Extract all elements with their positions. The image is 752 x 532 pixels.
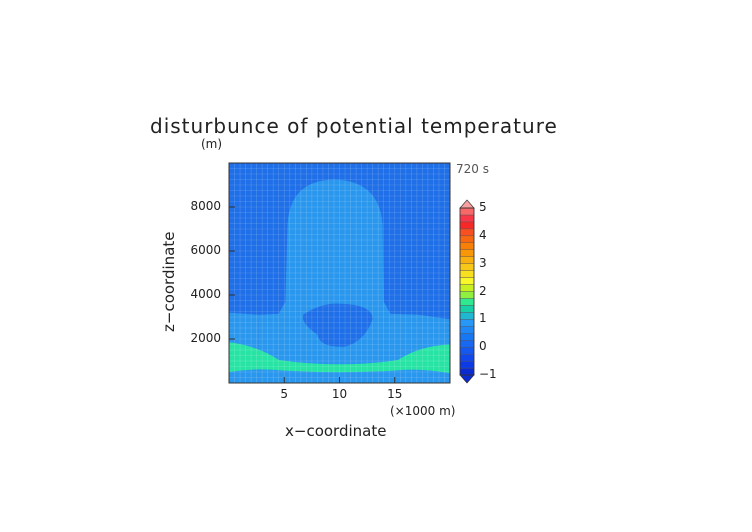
colorbar-level [459,346,475,355]
colorbar-level [459,221,475,230]
colorbar-level [459,284,475,292]
x-axis-label: x−coordinate [285,422,387,440]
y-tick-label: 6000 [190,243,221,257]
colorbar-level [459,340,475,348]
colorbar-level [459,270,475,278]
colorbar-level [459,235,475,243]
colorbar-level [459,360,475,369]
y-tick-label: 8000 [190,199,221,213]
colorbar-level [459,263,475,271]
colorbar-tick-label: 5 [479,200,487,214]
colorbar-level [459,353,475,362]
colorbar-tick-label: 3 [479,255,487,270]
colorbar-level [459,207,475,216]
colorbar-tick-label: 1 [479,311,487,326]
colorbar-frame [459,207,475,376]
colorbar-level [459,256,475,264]
colorbar-level [459,242,475,250]
y-tick-label: 4000 [190,287,221,301]
colorbar-level [459,277,475,285]
colorbar-level [459,312,475,320]
colorbar-level [459,298,475,306]
colorbar-level [459,249,475,257]
colorbar-tick-label: 2 [479,283,487,298]
x-tick-label: 15 [387,387,403,401]
region-surface-warm-layer [229,342,450,374]
colorbar-level [459,305,475,313]
colorbar-max-arrow [459,199,475,209]
colorbar-tick-label: −1 [479,367,497,381]
colorbar-level [459,367,475,376]
region-inner-core [302,303,373,347]
colorbar-level [459,291,475,299]
colorbar-min-arrow [459,374,475,384]
y-axis-label: z−coordinate [160,231,178,332]
colorbar-level [459,214,475,223]
chart-title: disturbunce of potential temperature [150,114,558,138]
x-tick-label: 10 [331,387,348,401]
x-axis-unit: (×1000 m) [390,404,456,418]
colorbar-level [459,333,475,341]
colorbar-tick-label: 0 [479,339,487,354]
y-tick-label: 2000 [190,331,221,345]
region-central-plume [258,179,450,383]
y-axis-unit: (m) [201,137,223,151]
colorbar-level [459,228,475,237]
colorbar-level [459,319,475,327]
colorbar-tick-label: 4 [479,227,487,242]
time-label: 720 s [456,162,489,176]
colorbar-level [459,326,475,334]
x-tick-label: 5 [280,387,289,401]
